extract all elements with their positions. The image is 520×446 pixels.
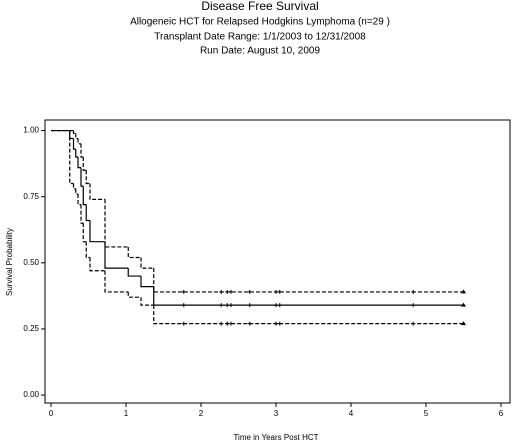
ci-step [85, 170, 90, 185]
ci-step [140, 257, 154, 269]
survival-step [72, 138, 76, 150]
survival-step [85, 204, 90, 222]
censor-mark [181, 321, 186, 326]
x-tick-label: 4 [349, 409, 354, 418]
censor-mark [274, 321, 278, 326]
ci-step [89, 183, 105, 200]
survival-step [104, 241, 129, 269]
censor-mark [181, 303, 186, 308]
x-tick-label: 1 [124, 409, 129, 418]
censor-mark [277, 289, 282, 294]
y-tick-label: 0.00 [23, 390, 39, 399]
censor-mark [225, 289, 230, 294]
chart-subtitle: Run Date: August 10, 2009 [200, 46, 321, 57]
censor-mark [219, 289, 224, 294]
censor-mark [181, 289, 186, 294]
ci-step [153, 305, 464, 325]
survival-step [89, 220, 105, 243]
ci-step [80, 204, 84, 224]
censor-mark [229, 289, 233, 294]
censor-mark [225, 303, 230, 308]
censor-mark [274, 303, 278, 308]
x-tick-label: 6 [499, 409, 504, 418]
censor-mark [277, 303, 282, 308]
ci-step [82, 223, 87, 243]
ci-step [140, 297, 154, 306]
x-tick-label: 5 [424, 409, 429, 418]
x-tick-label: 3 [274, 409, 279, 418]
ci-step [127, 291, 141, 298]
ci-step [77, 194, 81, 206]
chart-subtitle: Allogeneic HCT for Relapsed Hodgkins Lym… [130, 17, 390, 28]
chart-subtitle: Transplant Date Range: 1/1/2003 to 12/31… [154, 32, 366, 43]
y-tick-label: 0.75 [23, 192, 39, 201]
end-marker [461, 302, 466, 307]
survival-step [127, 268, 141, 277]
end-marker [461, 289, 466, 294]
censor-mark [229, 303, 233, 308]
censor-mark [225, 321, 230, 326]
chart-title: Disease Free Survival [201, 0, 318, 13]
ci-step [127, 246, 141, 259]
x-tick-label: 2 [199, 409, 204, 418]
survival-step [80, 167, 84, 187]
ci-step [72, 130, 76, 134]
ci-step [75, 133, 78, 140]
survival-step [140, 276, 154, 288]
ci-step [69, 130, 74, 185]
censor-mark [274, 289, 278, 294]
ci-step [82, 157, 87, 171]
ci-step [104, 199, 129, 248]
ci-step [77, 138, 81, 145]
end-marker [461, 321, 466, 326]
censor-mark [219, 321, 224, 326]
survival-step [75, 149, 78, 158]
survival-step [82, 186, 87, 206]
y-tick-label: 0.25 [23, 324, 39, 333]
x-axis-label: Time in Years Post HCT [233, 433, 318, 442]
ci-step [85, 241, 90, 259]
ci-step [80, 143, 84, 158]
plot-frame [44, 119, 511, 404]
censor-mark [219, 303, 224, 308]
censor-mark [247, 289, 252, 294]
y-axis-label: Survival Probability [5, 228, 14, 296]
x-tick-label: 0 [49, 409, 54, 418]
censor-mark [411, 303, 416, 308]
y-tick-label: 1.00 [23, 126, 39, 135]
ci-step [153, 268, 464, 293]
ci-step [104, 270, 129, 293]
censor-mark [229, 321, 233, 326]
censor-mark [247, 303, 252, 308]
ci-step [89, 257, 105, 272]
censor-mark [411, 289, 416, 294]
censor-mark [247, 321, 252, 326]
y-tick-label: 0.50 [23, 258, 39, 267]
ci-step [72, 183, 76, 190]
survival-step [153, 286, 464, 306]
censor-mark [277, 321, 282, 326]
survival-step [77, 157, 81, 169]
censor-mark [411, 321, 416, 326]
ci-step [75, 188, 78, 195]
